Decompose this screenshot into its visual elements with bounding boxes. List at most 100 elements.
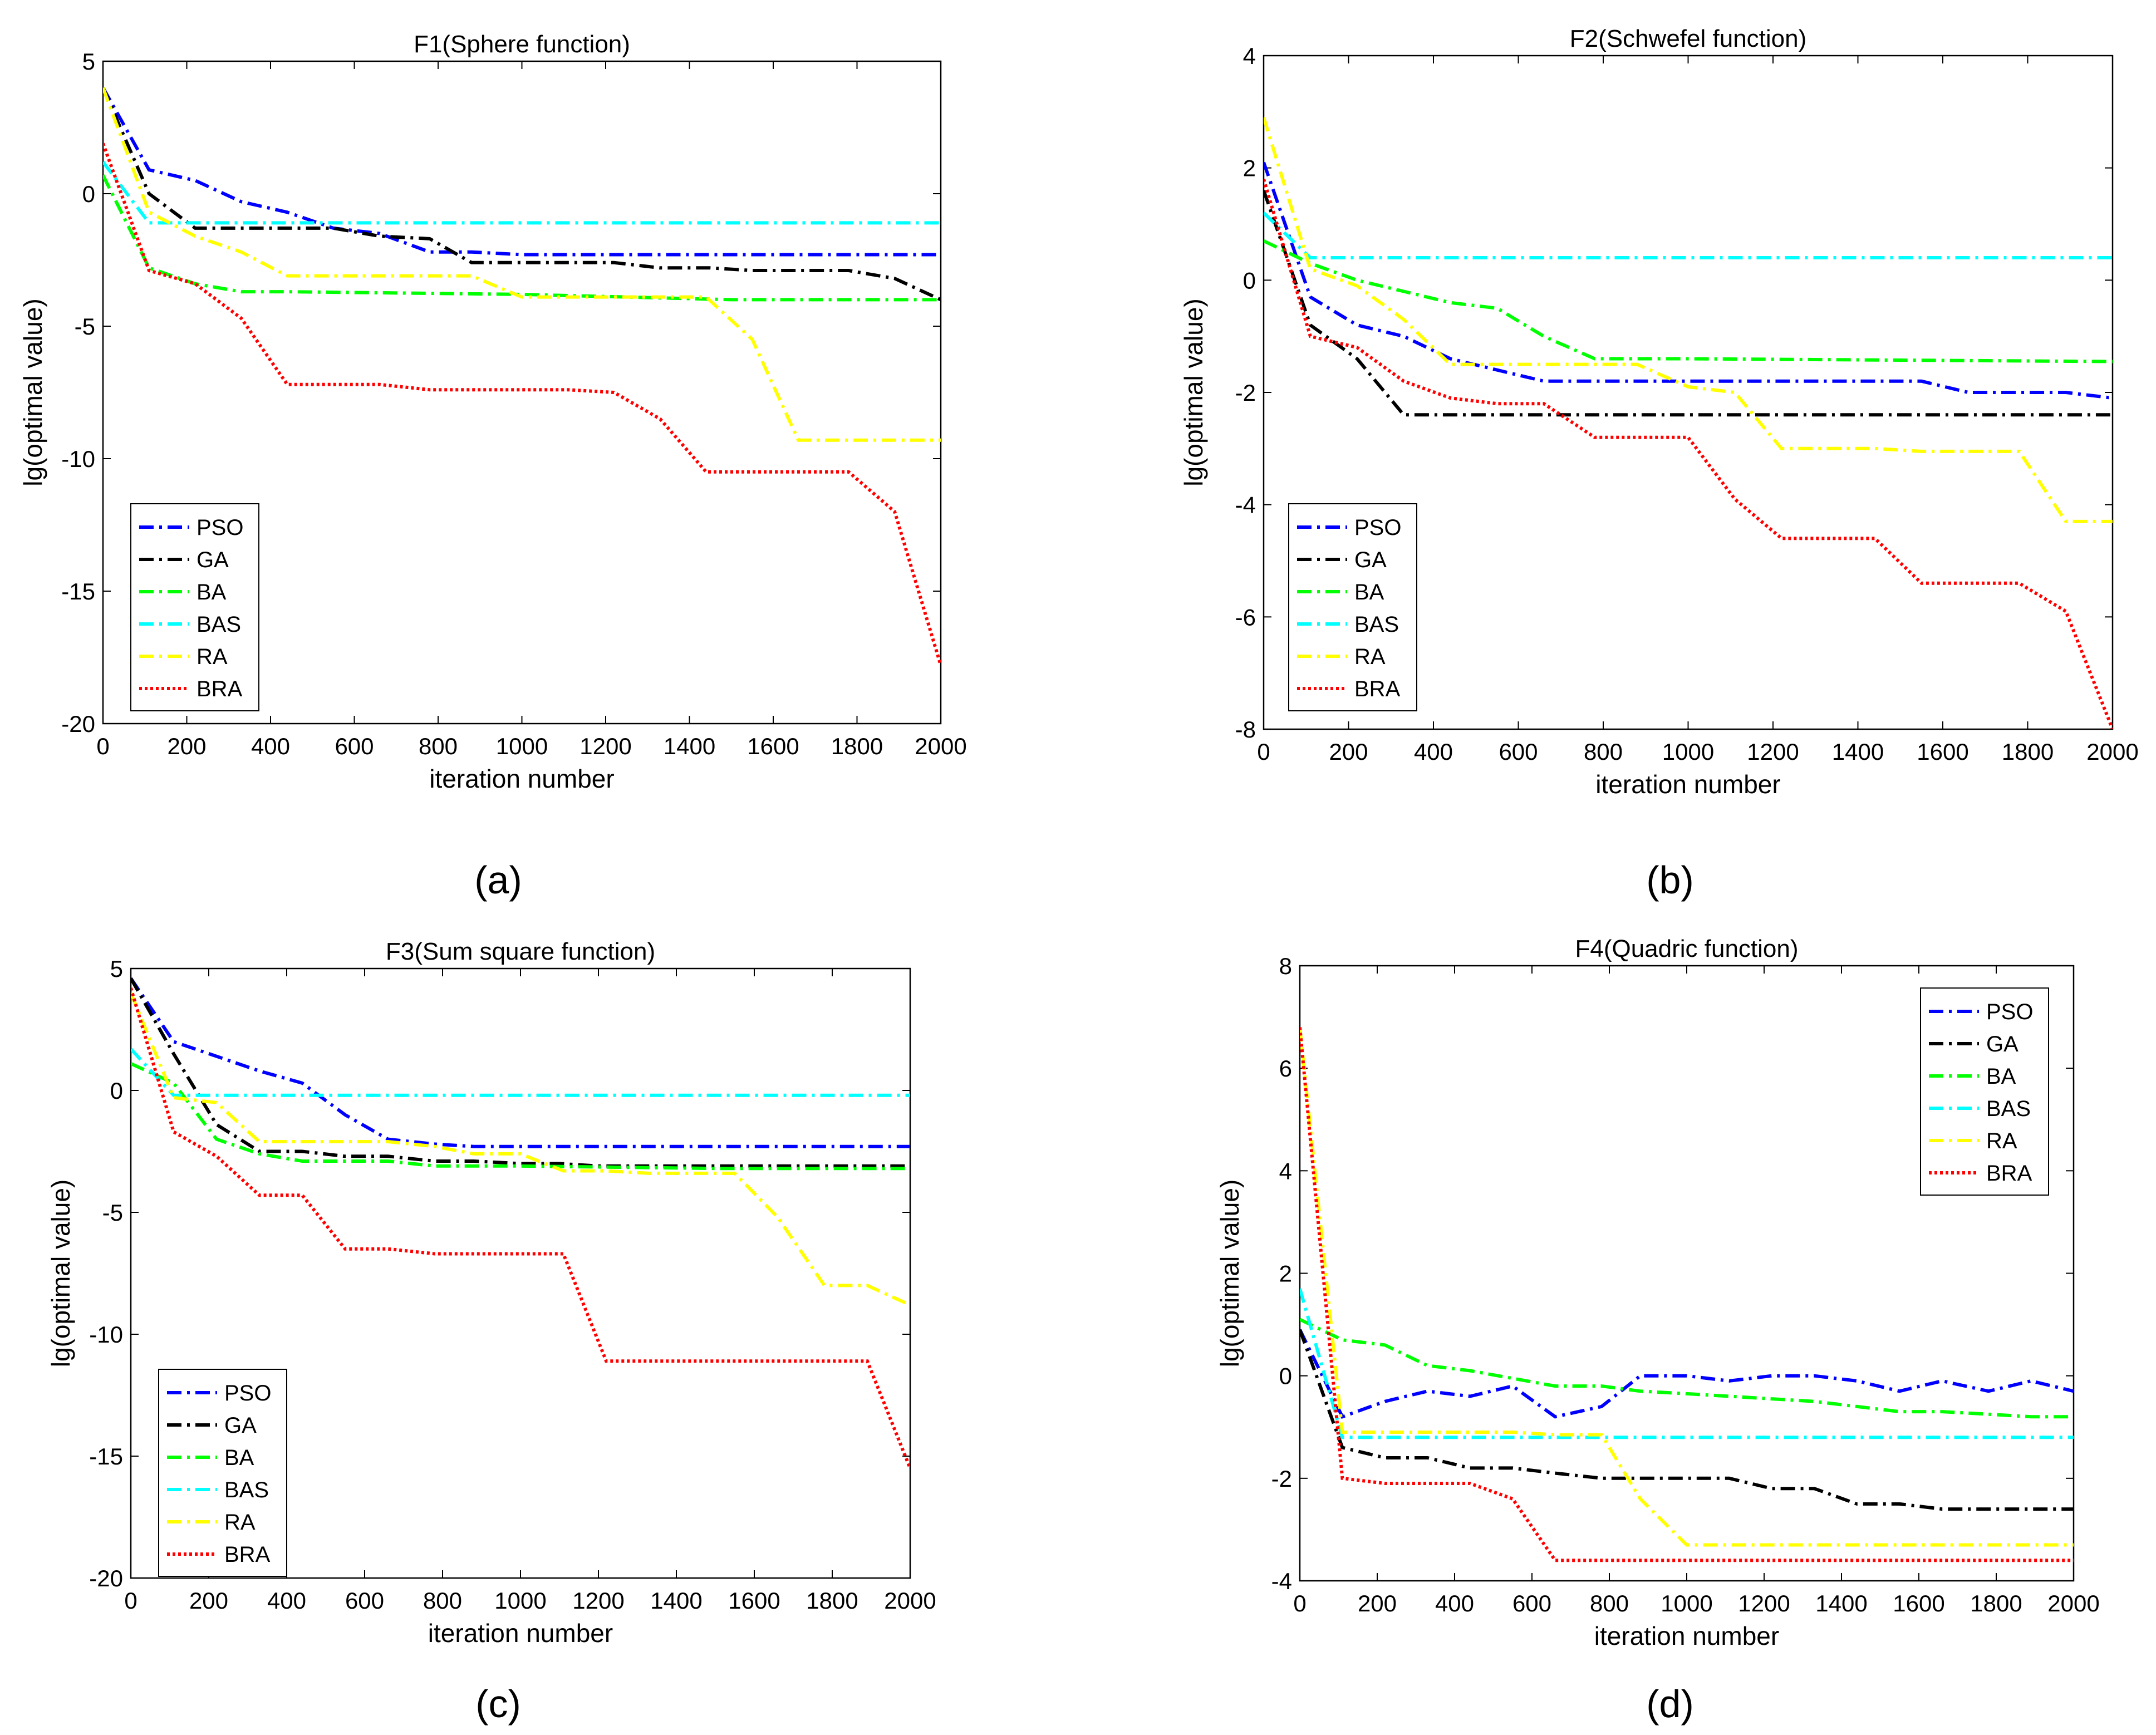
- x-tick-label: 1200: [579, 733, 631, 759]
- series-line-ga: [1300, 1329, 2074, 1511]
- legend-label-ga: GA: [1986, 1032, 2019, 1056]
- y-tick-label: -20: [61, 711, 95, 737]
- x-tick-label: 400: [251, 733, 290, 759]
- legend-box: [130, 503, 259, 711]
- legend-label-bas: BAS: [1354, 612, 1399, 637]
- x-tick-label: 1200: [1747, 739, 1799, 765]
- legend-label-pso: PSO: [197, 515, 243, 540]
- x-tick-label: 600: [1512, 1590, 1551, 1616]
- series-group: [1264, 117, 2113, 729]
- series-line-bas: [131, 1048, 910, 1097]
- series-line-bas: [1300, 1288, 2074, 1439]
- x-tick-label: 800: [419, 733, 458, 759]
- chart-title: F1(Sphere function): [414, 31, 630, 58]
- legend-label-bas: BAS: [1986, 1097, 2031, 1121]
- x-tick-label: 200: [1358, 1590, 1397, 1616]
- series-group: [1300, 1027, 2074, 1562]
- series-line-bra: [1264, 178, 2113, 729]
- series-line-ba: [1264, 239, 2113, 363]
- subfigure-caption: (d): [1646, 1682, 1694, 1726]
- x-tick-label: 2000: [2047, 1590, 2099, 1616]
- y-tick-label: -4: [1271, 1568, 1292, 1594]
- x-tick-label: 800: [1590, 1590, 1629, 1616]
- legend-label-pso: PSO: [224, 1381, 271, 1405]
- x-tick-label: 0: [1257, 739, 1270, 765]
- y-tick-label: 6: [1279, 1055, 1292, 1082]
- x-tick-label: 400: [267, 1587, 306, 1614]
- x-tick-label: 400: [1435, 1590, 1474, 1616]
- y-axis-label: lg(optimal value): [46, 1179, 75, 1367]
- y-axis-label: lg(optimal value): [18, 298, 47, 486]
- y-axis-label: lg(optimal value): [1215, 1179, 1244, 1367]
- series-line-ra: [103, 87, 941, 442]
- series-line-bas: [103, 161, 941, 225]
- legend-box: [1288, 503, 1417, 711]
- x-tick-label: 1000: [1661, 1590, 1712, 1616]
- legend-box: [1920, 987, 2049, 1196]
- chart-3: 0 200 400 600 800 1000 1200 1400 1600 1800 2000 -20…: [46, 938, 936, 1648]
- legend-label-bra: BRA: [224, 1542, 271, 1567]
- series-line-bra: [103, 142, 941, 666]
- x-tick-label: 1400: [664, 733, 715, 759]
- y-tick-label: 5: [82, 48, 95, 75]
- y-axis-label: lg(optimal value): [1179, 298, 1208, 486]
- series-line-ga: [103, 87, 941, 302]
- series-line-pso: [103, 87, 941, 257]
- x-tick-label: 200: [189, 1587, 228, 1614]
- x-tick-label: 1600: [1893, 1590, 1944, 1616]
- series-line-bas: [1264, 212, 2113, 259]
- x-tick-label: 2000: [915, 733, 966, 759]
- x-tick-label: 1200: [572, 1587, 624, 1614]
- x-axis-label: iteration number: [429, 764, 614, 793]
- legend-label-ba: BA: [1986, 1064, 2016, 1089]
- series-line-pso: [131, 977, 910, 1148]
- x-tick-label: 800: [423, 1587, 462, 1614]
- y-tick-label: -6: [1235, 604, 1256, 630]
- series-line-pso: [1300, 1329, 2074, 1419]
- legend-label-pso: PSO: [1354, 515, 1401, 540]
- series-line-ra: [1264, 117, 2113, 523]
- y-tick-label: 0: [1279, 1363, 1292, 1389]
- legend-label-ra: RA: [224, 1510, 256, 1535]
- legend: PSO GA BA BAS RA BRA: [1920, 987, 2049, 1196]
- y-tick-label: -15: [61, 578, 95, 604]
- y-tick-label: -10: [61, 446, 95, 472]
- x-tick-label: 600: [1499, 739, 1538, 765]
- y-tick-label: 0: [110, 1078, 123, 1104]
- y-tick-label: -2: [1235, 380, 1256, 406]
- x-tick-label: 800: [1584, 739, 1623, 765]
- x-tick-label: 2000: [2086, 739, 2138, 765]
- x-tick-label: 1000: [496, 733, 548, 759]
- x-tick-label: 1800: [2002, 739, 2054, 765]
- y-tick-label: -5: [102, 1200, 123, 1226]
- series-group: [103, 87, 941, 666]
- x-tick-label: 1000: [1662, 739, 1714, 765]
- legend-label-ra: RA: [1986, 1129, 2017, 1153]
- y-tick-label: 2: [1243, 155, 1256, 181]
- x-axis-label: iteration number: [1594, 1621, 1779, 1650]
- series-line-ba: [103, 174, 941, 302]
- y-tick-label: -15: [89, 1443, 123, 1469]
- series-line-ga: [1264, 190, 2113, 417]
- legend: PSO GA BA BAS RA BRA: [130, 503, 259, 711]
- legend-label-bra: BRA: [1986, 1161, 2032, 1186]
- legend-label-pso: PSO: [1986, 1000, 2033, 1024]
- series-line-ga: [131, 977, 910, 1168]
- y-tick-label: 0: [1243, 267, 1256, 293]
- legend-label-ba: BA: [197, 580, 227, 604]
- x-tick-label: 1800: [1970, 1590, 2022, 1616]
- x-tick-label: 1600: [728, 1587, 780, 1614]
- x-tick-label: 1800: [831, 733, 883, 759]
- chart-4: 0 200 400 600 800 1000 1200 1400 1600 1800 2000 -4 -…: [1215, 935, 2100, 1650]
- legend-label-ra: RA: [197, 645, 228, 669]
- chart-title: F2(Schwefel function): [1570, 25, 1807, 52]
- legend-label-bra: BRA: [1354, 677, 1401, 701]
- series-line-bra: [131, 987, 910, 1469]
- x-tick-label: 1000: [494, 1587, 546, 1614]
- x-tick-label: 200: [167, 733, 206, 759]
- chart-title: F3(Sum square function): [386, 938, 655, 965]
- chart-title: F4(Quadric function): [1575, 935, 1798, 962]
- series-line-ra: [131, 992, 910, 1307]
- y-tick-label: -8: [1235, 716, 1256, 743]
